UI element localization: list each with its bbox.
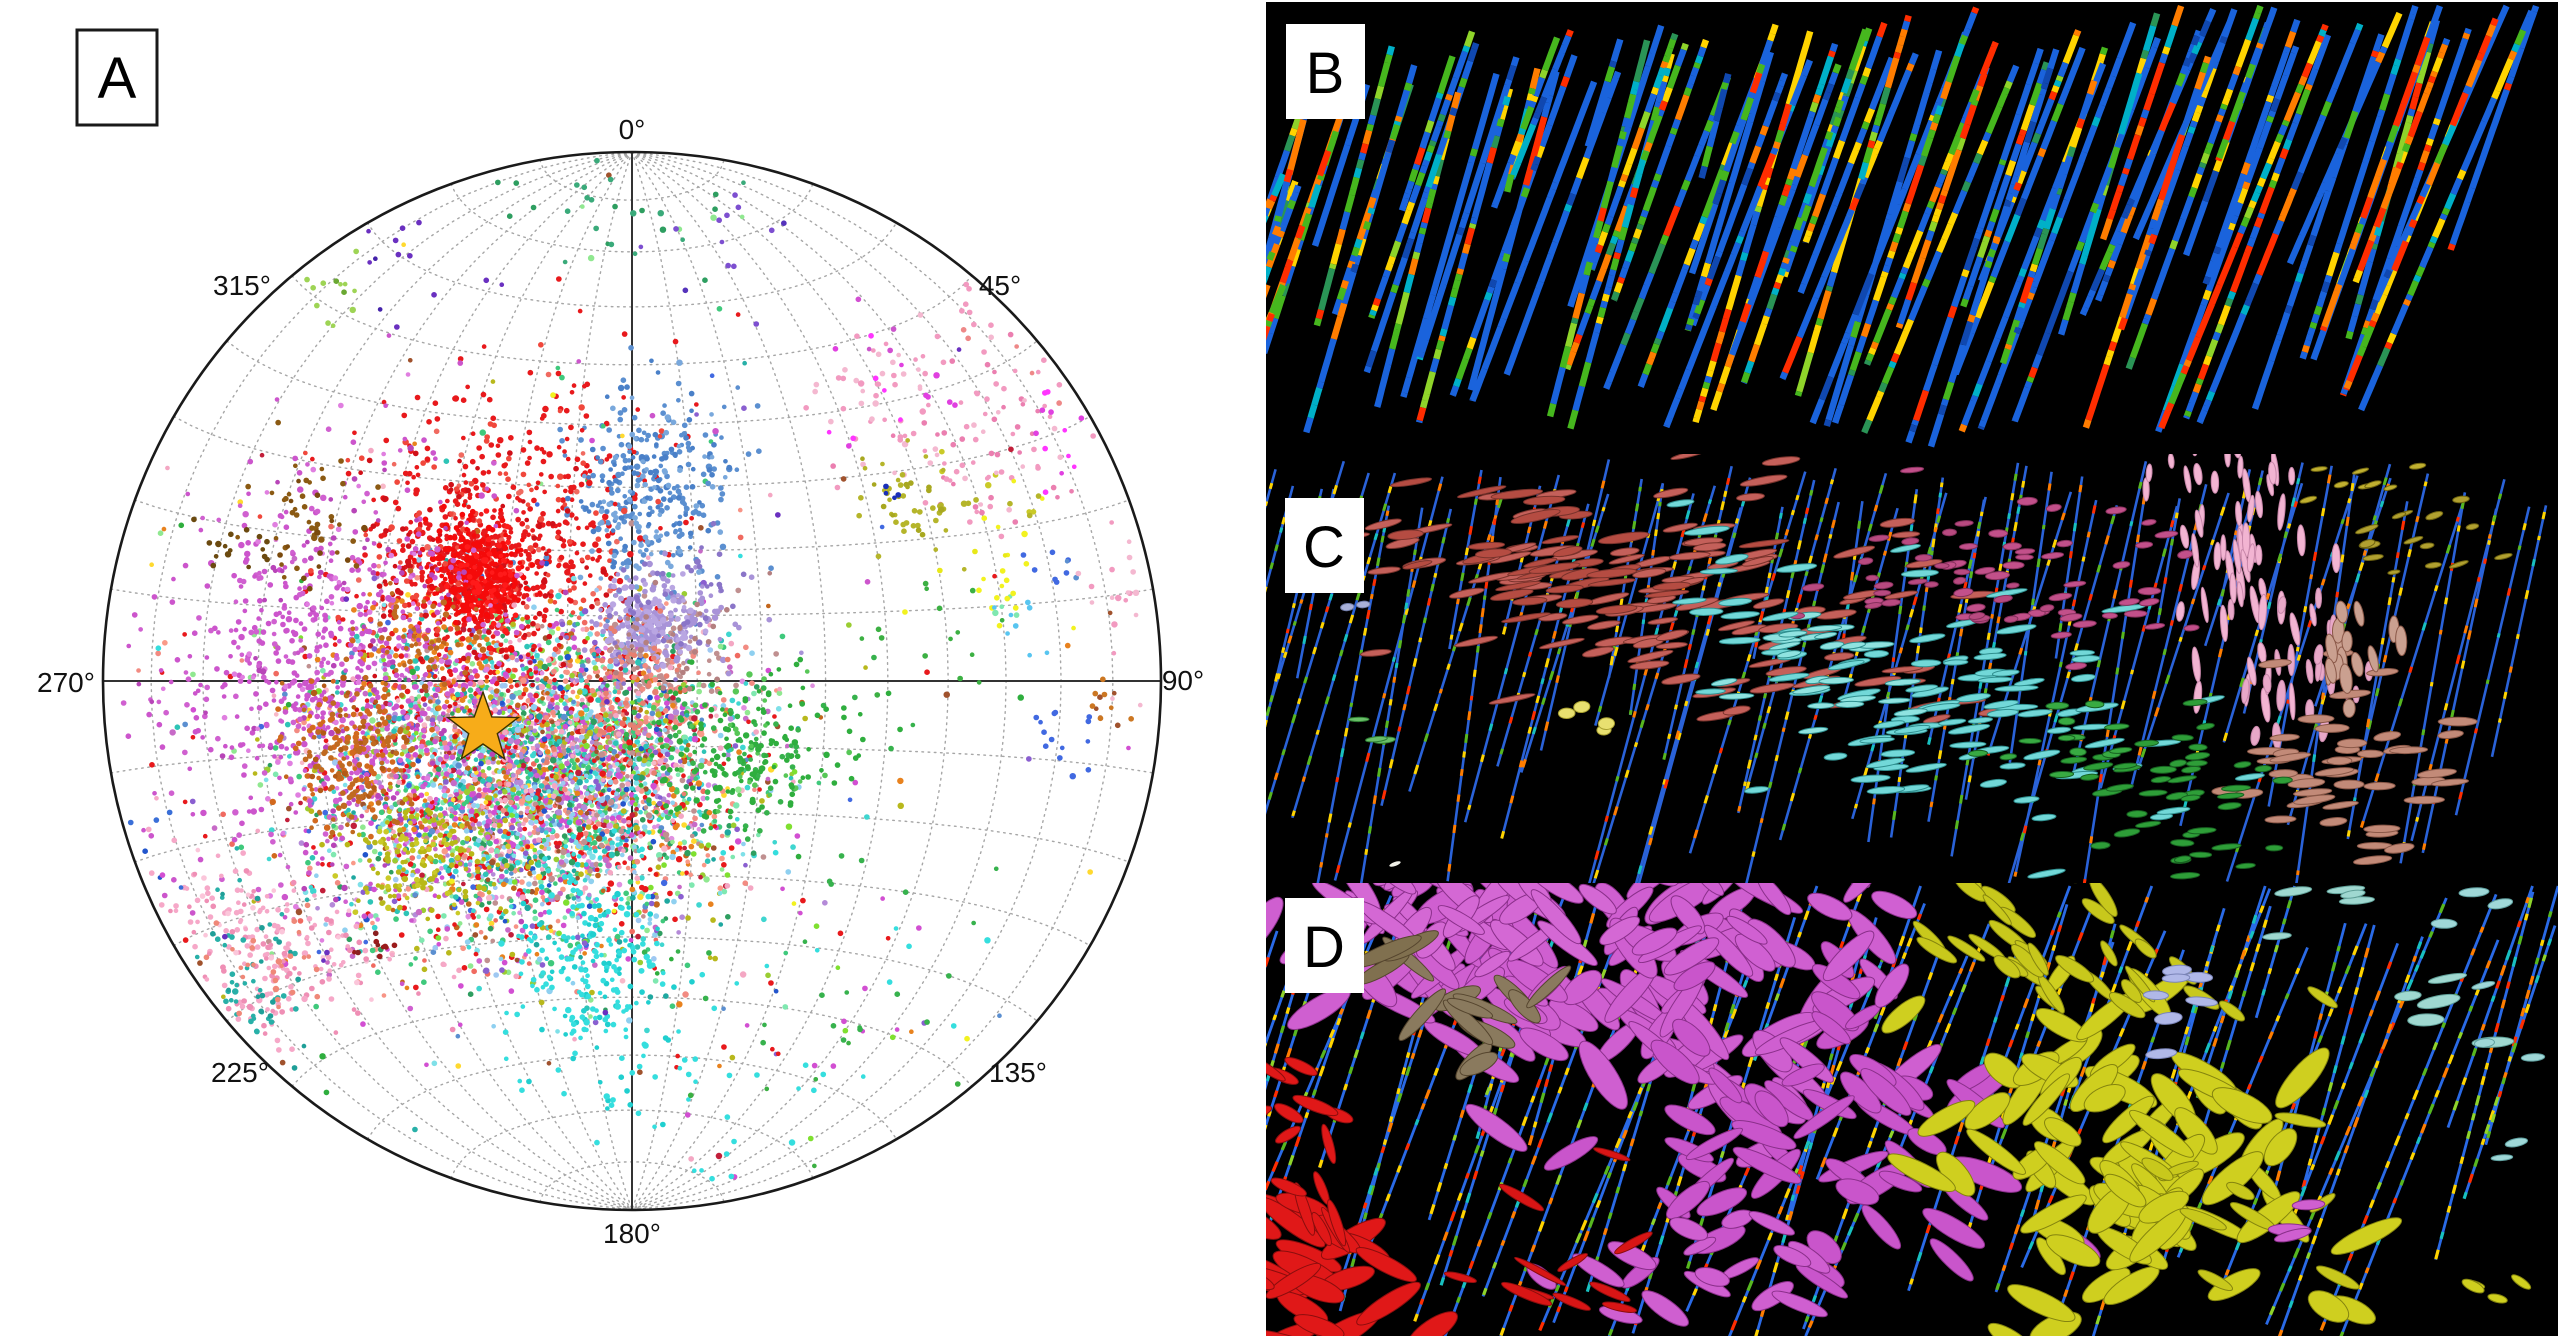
svg-text:180°: 180° [603, 1218, 661, 1249]
svg-text:C: C [1303, 515, 1345, 580]
svg-text:225°: 225° [211, 1057, 269, 1088]
svg-text:45°: 45° [979, 270, 1021, 301]
svg-text:135°: 135° [989, 1057, 1047, 1088]
svg-text:B: B [1306, 41, 1345, 106]
svg-text:90°: 90° [1162, 665, 1204, 696]
svg-text:270°: 270° [37, 667, 95, 698]
svg-text:A: A [98, 46, 137, 111]
svg-text:315°: 315° [213, 270, 271, 301]
svg-text:D: D [1303, 915, 1345, 980]
svg-text:0°: 0° [619, 114, 646, 145]
